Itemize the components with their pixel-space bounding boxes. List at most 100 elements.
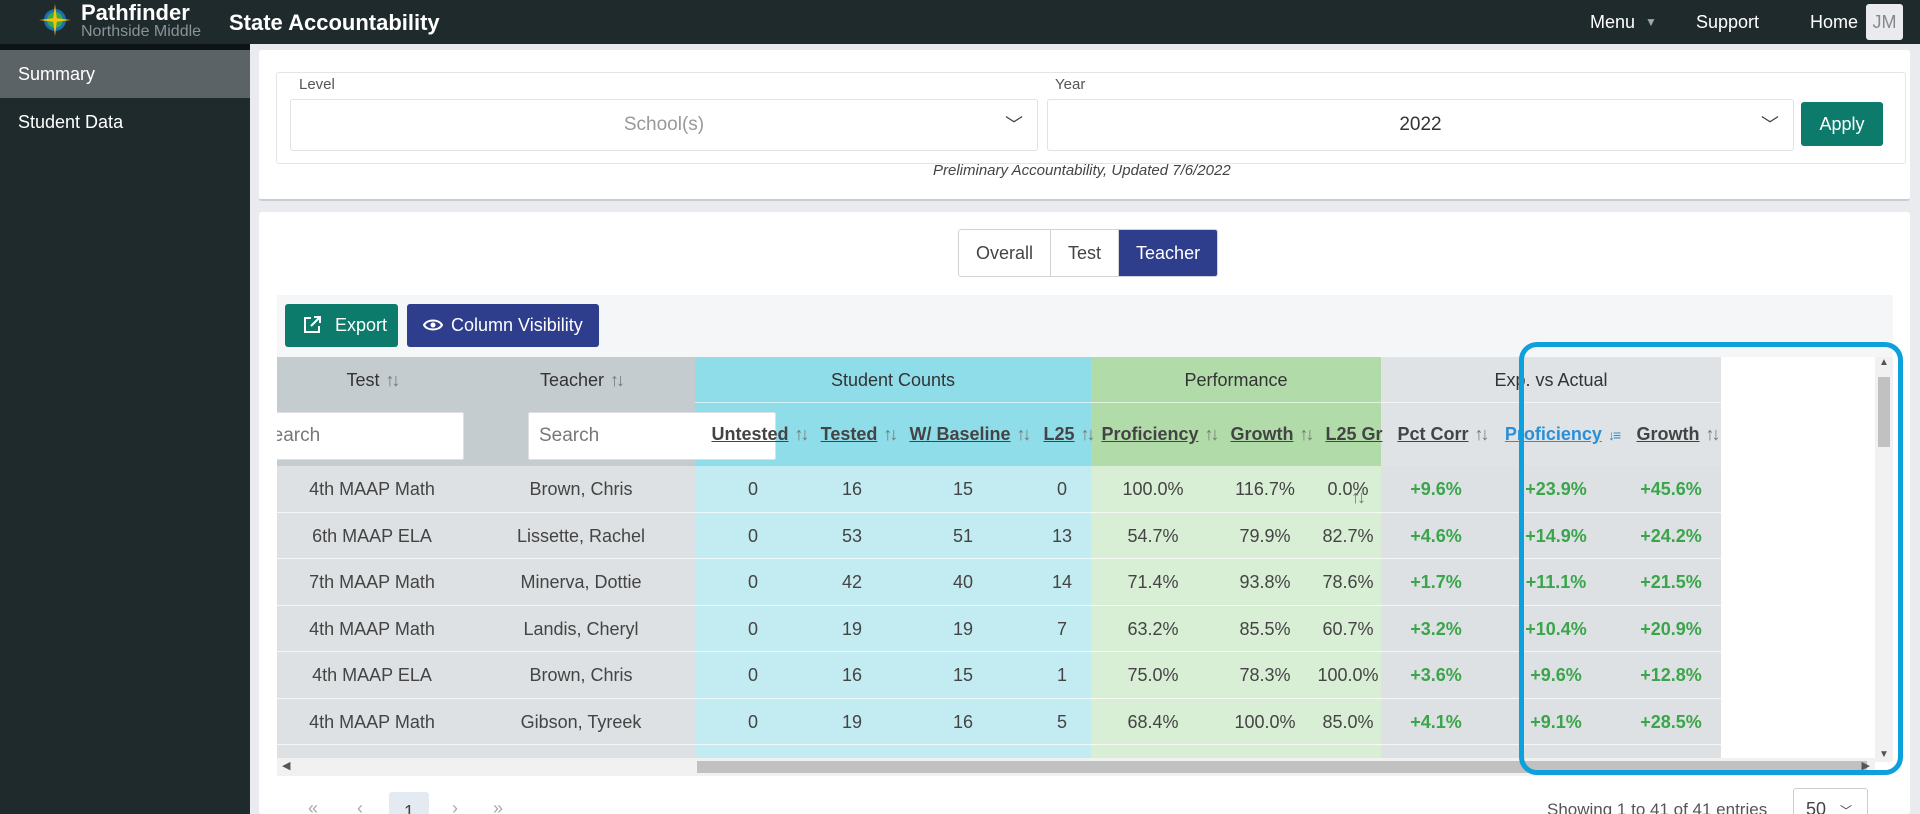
table-cell-exp_prof: +9.6% bbox=[1530, 665, 1582, 685]
table-cell-exp_prof: +9.1% bbox=[1530, 711, 1582, 732]
col-tested-header[interactable]: Tested ↑↓ bbox=[817, 403, 899, 466]
table-cell-l25gr: 0.0% bbox=[1327, 479, 1369, 499]
table-cell-l25gr: 82.7% bbox=[1322, 525, 1374, 546]
col-pct-corr-header[interactable]: Pct Corr ↑↓ bbox=[1387, 403, 1497, 466]
col-proficiency-header[interactable]: Proficiency ↑↓ bbox=[1097, 403, 1221, 466]
sidebar-item-summary[interactable]: Summary bbox=[0, 50, 250, 98]
col-with-baseline-header[interactable]: W/ Baseline ↑↓ bbox=[899, 403, 1039, 466]
scroll-right-icon[interactable]: ▶ bbox=[1861, 760, 1870, 772]
table-cell-growth: 85.5% bbox=[1239, 618, 1291, 639]
table-cell-teacher: Gibson, Tyreek bbox=[520, 711, 642, 732]
bg-exp-vs-actual-header bbox=[1381, 357, 1721, 466]
table-cell-exp_prof: +23.9% bbox=[1525, 479, 1587, 499]
table-cell-exp_growth: +45.6% bbox=[1640, 479, 1702, 499]
row-divider bbox=[277, 558, 1721, 559]
bg-test-teacher-body bbox=[277, 466, 695, 762]
group-header-exp-vs-actual: Exp. vs Actual bbox=[1494, 370, 1608, 390]
bg-performance-header bbox=[1091, 357, 1381, 466]
header-teacher[interactable]: Teacher ↑↓ bbox=[467, 357, 695, 403]
nav-support-link[interactable]: Support bbox=[1696, 12, 1760, 32]
level-select[interactable]: School(s) ﹀ bbox=[290, 99, 1038, 151]
apply-button[interactable]: Apply bbox=[1801, 102, 1883, 146]
table-cell-untested: 0 bbox=[747, 479, 758, 499]
col-tested-label: Tested bbox=[820, 424, 878, 444]
table-cell-exp_prof: +11.1% bbox=[1525, 572, 1587, 592]
col-untested-header[interactable]: Untested ↑↓ bbox=[701, 403, 817, 466]
nav-menu-dropdown[interactable]: Menu ▼ bbox=[1590, 12, 1657, 33]
horizontal-scrollbar[interactable]: ◀ ▶ bbox=[277, 758, 1875, 776]
col-exp-growth-label: Growth bbox=[1636, 424, 1700, 444]
teacher-table: Test ↑↓ Teacher ↑↓ Student Counts Performance… bbox=[277, 357, 1875, 762]
table-cell-l25gr: 60.7% bbox=[1322, 618, 1374, 639]
table-cell-test: 4th MAAP Math bbox=[309, 618, 435, 639]
table-cell-exp_growth: +21.5% bbox=[1640, 572, 1702, 592]
user-avatar[interactable]: JM bbox=[1866, 4, 1903, 40]
col-l25-header[interactable]: L25 ↑↓ bbox=[1039, 403, 1097, 466]
group-header-performance: Performance bbox=[1184, 370, 1288, 390]
export-button[interactable]: Export bbox=[285, 304, 398, 347]
nav-home-link[interactable]: Home bbox=[1810, 12, 1859, 32]
table-cell-proficiency: 75.0% bbox=[1127, 665, 1179, 685]
col-growth-header[interactable]: Growth ↑↓ bbox=[1221, 403, 1321, 466]
col-untested-label: Untested bbox=[711, 424, 789, 444]
col-exp-growth-header[interactable]: Growth ↑↓ bbox=[1627, 403, 1727, 466]
col-pct-corr-label: Pct Corr bbox=[1397, 424, 1469, 444]
next-page-button[interactable]: › bbox=[452, 798, 458, 814]
page-size-select[interactable]: 50 ﹀ bbox=[1793, 788, 1868, 814]
year-select[interactable]: 2022 ﹀ bbox=[1047, 99, 1794, 151]
table-cell-teacher: Lissette, Rachel bbox=[516, 525, 646, 546]
table-cell-l25: 1 bbox=[1056, 665, 1067, 685]
bg-performance-body bbox=[1091, 466, 1381, 762]
view-tabs: Overall Test Teacher bbox=[958, 229, 1219, 277]
sort-icon: ↑↓ bbox=[1016, 424, 1032, 444]
table-cell-pct_corr: +3.2% bbox=[1410, 618, 1462, 639]
first-page-button[interactable]: « bbox=[308, 798, 319, 814]
eye-icon bbox=[423, 319, 443, 331]
row-divider bbox=[277, 744, 1721, 745]
tab-teacher[interactable]: Teacher bbox=[1119, 230, 1218, 276]
tab-test[interactable]: Test bbox=[1051, 230, 1120, 276]
horizontal-scroll-thumb[interactable] bbox=[697, 761, 1867, 773]
table-cell-l25: 7 bbox=[1056, 618, 1067, 639]
scroll-down-icon[interactable]: ▼ bbox=[1879, 749, 1889, 760]
tab-overall[interactable]: Overall bbox=[959, 230, 1052, 276]
table-cell-teacher: Landis, Cheryl bbox=[523, 618, 639, 639]
col-l25-growth-header[interactable]: L25 Gr ↑↓ bbox=[1321, 403, 1387, 507]
table-cell-proficiency: 68.4% bbox=[1127, 711, 1179, 732]
scroll-up-icon[interactable]: ▲ bbox=[1879, 357, 1889, 368]
filter-box bbox=[276, 72, 1906, 164]
table-cell-exp_prof: +10.4% bbox=[1525, 618, 1587, 639]
table-cell-untested: 0 bbox=[747, 711, 758, 732]
col-exp-proficiency-header[interactable]: Proficiency ↓≡ bbox=[1497, 403, 1627, 466]
compass-logo-icon bbox=[39, 4, 71, 36]
page-1-button[interactable]: 1 bbox=[389, 792, 429, 814]
column-visibility-button[interactable]: Column Visibility bbox=[407, 304, 599, 347]
chevron-down-icon: ▼ bbox=[1645, 15, 1657, 29]
teacher-search-input[interactable]: Search bbox=[528, 412, 776, 460]
table-cell-exp_growth: +12.8% bbox=[1640, 665, 1702, 685]
table-cell-growth: 116.7% bbox=[1235, 479, 1295, 499]
table-cell-pct_corr: +1.7% bbox=[1410, 572, 1462, 592]
table-cell-growth: 78.3% bbox=[1239, 665, 1291, 685]
sort-icon: ↑↓ bbox=[1299, 424, 1315, 444]
vertical-scroll-thumb[interactable] bbox=[1878, 377, 1890, 447]
brand-name: Pathfinder bbox=[81, 0, 190, 25]
table-cell-baseline: 16 bbox=[952, 711, 974, 732]
col-exp-proficiency-label: Proficiency bbox=[1504, 424, 1602, 444]
table-cell-l25: 5 bbox=[1056, 711, 1067, 732]
scroll-left-icon[interactable]: ◀ bbox=[282, 760, 291, 772]
col-l25-label: L25 bbox=[1043, 424, 1075, 444]
table-cell-tested: 19 bbox=[841, 711, 863, 732]
last-page-button[interactable]: » bbox=[493, 798, 504, 814]
test-search-input[interactable]: Search bbox=[277, 412, 464, 460]
prev-page-button[interactable]: ‹ bbox=[357, 798, 363, 814]
table-cell-l25gr: 78.6% bbox=[1322, 572, 1374, 592]
vertical-scrollbar[interactable]: ▲ ▼ bbox=[1875, 357, 1893, 762]
app-title: State Accountability bbox=[229, 10, 440, 35]
header-test[interactable]: Test ↑↓ bbox=[277, 357, 467, 403]
group-header-student-counts: Student Counts bbox=[830, 370, 956, 390]
year-label: Year bbox=[1055, 76, 1086, 93]
sort-icon: ↑↓ bbox=[385, 370, 401, 390]
sidebar-item-student-data[interactable]: Student Data bbox=[18, 112, 124, 132]
header-test-label: Test bbox=[346, 370, 380, 390]
